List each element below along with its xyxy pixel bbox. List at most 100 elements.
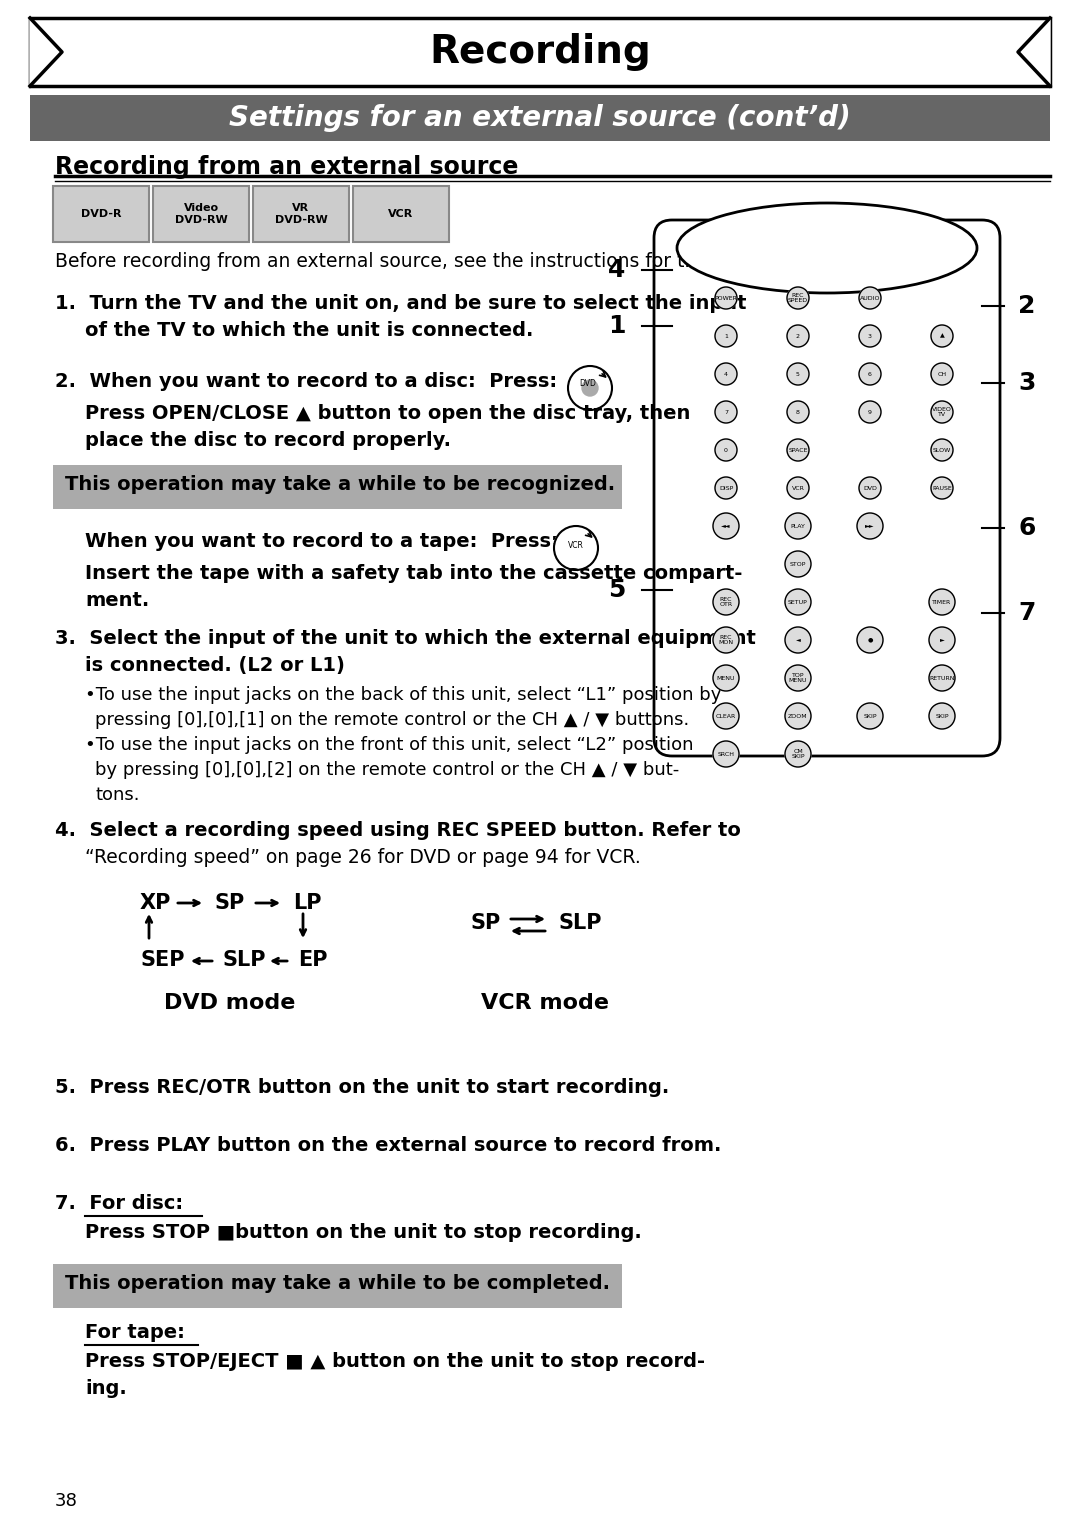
Text: DISP: DISP: [719, 485, 733, 490]
Circle shape: [931, 478, 953, 499]
Text: DVD-R: DVD-R: [81, 209, 121, 220]
Polygon shape: [30, 18, 62, 85]
FancyBboxPatch shape: [53, 1264, 622, 1308]
Text: 1: 1: [724, 334, 728, 339]
Text: •To use the input jacks on the back of this unit, select “L1” position by: •To use the input jacks on the back of t…: [85, 687, 721, 703]
Text: SLP: SLP: [222, 951, 267, 971]
Text: ►: ►: [940, 638, 944, 642]
Text: “Recording speed” on page 26 for DVD or page 94 for VCR.: “Recording speed” on page 26 for DVD or …: [85, 848, 640, 867]
Text: 1: 1: [608, 314, 625, 337]
Circle shape: [785, 589, 811, 615]
Text: This operation may take a while to be recognized.: This operation may take a while to be re…: [65, 475, 616, 494]
Circle shape: [554, 526, 598, 571]
Circle shape: [787, 478, 809, 499]
Text: 7.  For disc:: 7. For disc:: [55, 1193, 184, 1213]
Circle shape: [715, 287, 737, 308]
Text: STOP: STOP: [789, 562, 806, 566]
Circle shape: [787, 363, 809, 385]
Text: 6: 6: [868, 371, 872, 377]
Text: pressing [0],[0],[1] on the remote control or the CH ▲ / ▼ buttons.: pressing [0],[0],[1] on the remote contr…: [95, 711, 689, 729]
Text: Recording: Recording: [429, 34, 651, 72]
Text: TIMER: TIMER: [932, 600, 951, 604]
FancyBboxPatch shape: [53, 465, 622, 510]
Text: 9: 9: [868, 409, 872, 415]
Circle shape: [859, 287, 881, 308]
Text: TOP
MENU: TOP MENU: [788, 673, 807, 684]
Text: VIDEO
TV: VIDEO TV: [932, 406, 951, 418]
Text: Press STOP/EJECT ■ ▲ button on the unit to stop record-: Press STOP/EJECT ■ ▲ button on the unit …: [85, 1352, 705, 1370]
Circle shape: [931, 439, 953, 461]
Text: 4.  Select a recording speed using REC SPEED button. Refer to: 4. Select a recording speed using REC SP…: [55, 821, 741, 839]
Text: 0: 0: [724, 447, 728, 453]
Circle shape: [787, 401, 809, 423]
Text: ◄: ◄: [796, 638, 800, 642]
Text: SKIP: SKIP: [935, 714, 948, 719]
Text: VR
DVD-RW: VR DVD-RW: [274, 203, 327, 224]
Text: VCR: VCR: [568, 542, 584, 551]
Circle shape: [713, 513, 739, 539]
Circle shape: [785, 742, 811, 768]
Text: ●: ●: [867, 638, 873, 642]
Text: SEP: SEP: [140, 951, 185, 971]
Text: 4: 4: [608, 258, 625, 282]
Circle shape: [713, 665, 739, 691]
Text: XP: XP: [140, 893, 172, 913]
Text: REC
MON: REC MON: [718, 635, 733, 645]
Text: 5: 5: [608, 578, 625, 601]
Text: RETURN: RETURN: [929, 676, 955, 681]
Circle shape: [715, 439, 737, 461]
Text: DVD: DVD: [580, 380, 596, 389]
Circle shape: [929, 703, 955, 729]
Circle shape: [785, 551, 811, 577]
Circle shape: [787, 439, 809, 461]
Text: is connected. (L2 or L1): is connected. (L2 or L1): [85, 656, 345, 674]
Circle shape: [931, 325, 953, 346]
Text: Insert the tape with a safety tab into the cassette compart-: Insert the tape with a safety tab into t…: [85, 565, 742, 583]
Circle shape: [713, 703, 739, 729]
Circle shape: [715, 363, 737, 385]
Circle shape: [859, 401, 881, 423]
Text: POWER: POWER: [715, 296, 738, 301]
Circle shape: [582, 380, 598, 397]
Text: For tape:: For tape:: [85, 1323, 185, 1341]
Text: 5: 5: [796, 371, 800, 377]
Text: SP: SP: [470, 913, 500, 932]
Circle shape: [713, 589, 739, 615]
Text: VCR: VCR: [792, 485, 805, 490]
Text: CH: CH: [937, 371, 946, 377]
Text: DVD: DVD: [863, 485, 877, 490]
Circle shape: [929, 589, 955, 615]
FancyBboxPatch shape: [53, 186, 149, 243]
Text: •To use the input jacks on the front of this unit, select “L2” position: •To use the input jacks on the front of …: [85, 736, 693, 754]
Circle shape: [715, 478, 737, 499]
Text: Video
DVD-RW: Video DVD-RW: [175, 203, 228, 224]
Circle shape: [858, 627, 883, 653]
FancyBboxPatch shape: [30, 95, 1050, 140]
Text: LP: LP: [293, 893, 322, 913]
Circle shape: [859, 478, 881, 499]
FancyBboxPatch shape: [30, 18, 1050, 85]
Polygon shape: [1018, 18, 1050, 85]
Circle shape: [715, 401, 737, 423]
Circle shape: [931, 401, 953, 423]
Text: 4: 4: [724, 371, 728, 377]
Text: SKIP: SKIP: [863, 714, 877, 719]
Text: VCR: VCR: [389, 209, 414, 220]
Text: SLOW: SLOW: [933, 447, 951, 453]
Text: Press STOP ■button on the unit to stop recording.: Press STOP ■button on the unit to stop r…: [85, 1222, 642, 1242]
Circle shape: [929, 627, 955, 653]
Text: SRCH: SRCH: [717, 751, 734, 757]
Circle shape: [785, 513, 811, 539]
Circle shape: [929, 665, 955, 691]
Text: 5.  Press REC/OTR button on the unit to start recording.: 5. Press REC/OTR button on the unit to s…: [55, 1077, 670, 1097]
Text: 2: 2: [796, 334, 800, 339]
Text: 6: 6: [1018, 516, 1036, 540]
Text: EP: EP: [298, 951, 327, 971]
Text: ment.: ment.: [85, 591, 149, 610]
Circle shape: [931, 363, 953, 385]
Circle shape: [859, 325, 881, 346]
Text: 7: 7: [1018, 601, 1036, 626]
Text: 6.  Press PLAY button on the external source to record from.: 6. Press PLAY button on the external sou…: [55, 1135, 721, 1155]
Text: 2.  When you want to record to a disc:  Press:: 2. When you want to record to a disc: Pr…: [55, 372, 557, 391]
Text: This operation may take a while to be completed.: This operation may take a while to be co…: [65, 1274, 610, 1293]
